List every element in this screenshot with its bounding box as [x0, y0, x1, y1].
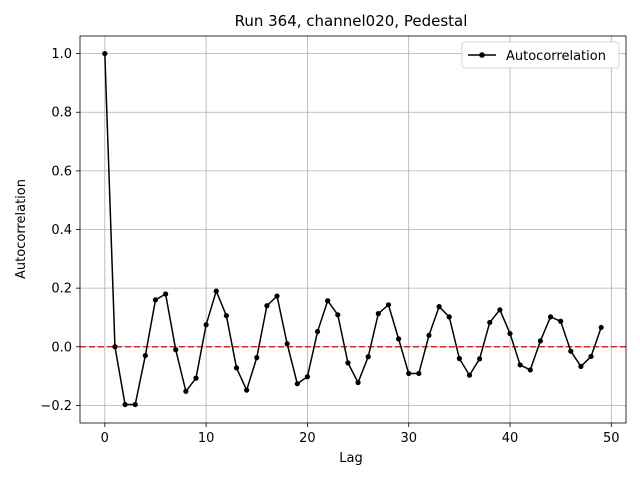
data-point — [477, 356, 483, 362]
data-point — [416, 370, 422, 377]
data-point — [264, 303, 270, 309]
data-point — [487, 319, 493, 326]
data-point — [588, 353, 594, 360]
x-axis-label: Lag — [339, 451, 362, 466]
data-point — [132, 401, 138, 408]
y-tick-label: 1.0 — [51, 47, 72, 62]
data-point — [527, 367, 533, 373]
x-tick-label: 30 — [400, 431, 417, 446]
y-tick-label: 0.2 — [51, 282, 72, 297]
data-point — [304, 374, 311, 380]
data-point — [193, 375, 199, 381]
data-point — [365, 354, 371, 360]
data-point — [122, 401, 128, 408]
data-point — [325, 298, 331, 304]
data-point — [102, 50, 108, 57]
y-tick-label: 0.8 — [51, 106, 72, 121]
data-point — [355, 379, 361, 386]
data-point — [395, 336, 402, 342]
legend: Autocorrelation — [461, 41, 620, 69]
data-point — [456, 355, 462, 362]
y-axis-ticks: −0.2 0.0 0.2 0.4 0.6 0.8 1.0 — [40, 47, 80, 414]
data-point — [162, 291, 169, 297]
data-point — [244, 387, 250, 393]
data-point — [598, 324, 604, 331]
data-point — [568, 348, 574, 354]
x-tick-label: 0 — [101, 431, 109, 446]
y-tick-label: 0.4 — [51, 223, 72, 238]
data-point — [537, 338, 544, 344]
x-tick-label: 50 — [603, 431, 620, 446]
series-line-autocorrelation — [104, 53, 602, 406]
data-point — [375, 311, 381, 317]
legend-marker-swatch — [479, 52, 485, 58]
data-point — [274, 293, 280, 299]
data-point — [558, 318, 564, 324]
y-tick-label: 0.0 — [51, 340, 72, 355]
x-tick-label: 10 — [198, 431, 215, 446]
y-axis-label: Autocorrelation — [14, 179, 29, 279]
data-point — [142, 352, 148, 359]
data-point — [335, 312, 341, 318]
x-axis-ticks: 0 10 20 30 40 50 — [101, 423, 620, 446]
data-point — [233, 365, 240, 371]
data-point — [497, 307, 503, 313]
y-tick-label: 0.6 — [51, 164, 72, 179]
data-point — [426, 332, 432, 338]
series-points — [102, 50, 604, 408]
data-point — [547, 314, 554, 320]
data-point — [112, 344, 118, 350]
legend-label-autocorrelation: Autocorrelation — [506, 49, 606, 64]
chart-title: Run 364, channel020, Pedestal — [235, 12, 468, 30]
data-point — [385, 302, 392, 308]
data-point — [213, 288, 219, 294]
data-point — [183, 388, 189, 394]
data-point — [507, 330, 513, 337]
data-point — [517, 362, 523, 368]
data-point — [254, 355, 260, 361]
x-tick-label: 40 — [502, 431, 519, 446]
data-point — [436, 304, 442, 310]
data-point — [223, 313, 229, 319]
data-point — [284, 341, 290, 347]
data-point — [345, 360, 351, 366]
x-tick-label: 20 — [299, 431, 316, 446]
legend-box — [461, 41, 620, 69]
data-point — [406, 370, 412, 377]
data-point — [446, 314, 452, 320]
data-point — [152, 297, 159, 303]
data-point — [294, 381, 300, 387]
data-point — [314, 328, 321, 335]
data-point — [578, 363, 584, 370]
data-point — [173, 347, 179, 353]
data-point — [466, 372, 473, 378]
y-tick-label: −0.2 — [40, 399, 72, 414]
data-point — [203, 322, 209, 328]
